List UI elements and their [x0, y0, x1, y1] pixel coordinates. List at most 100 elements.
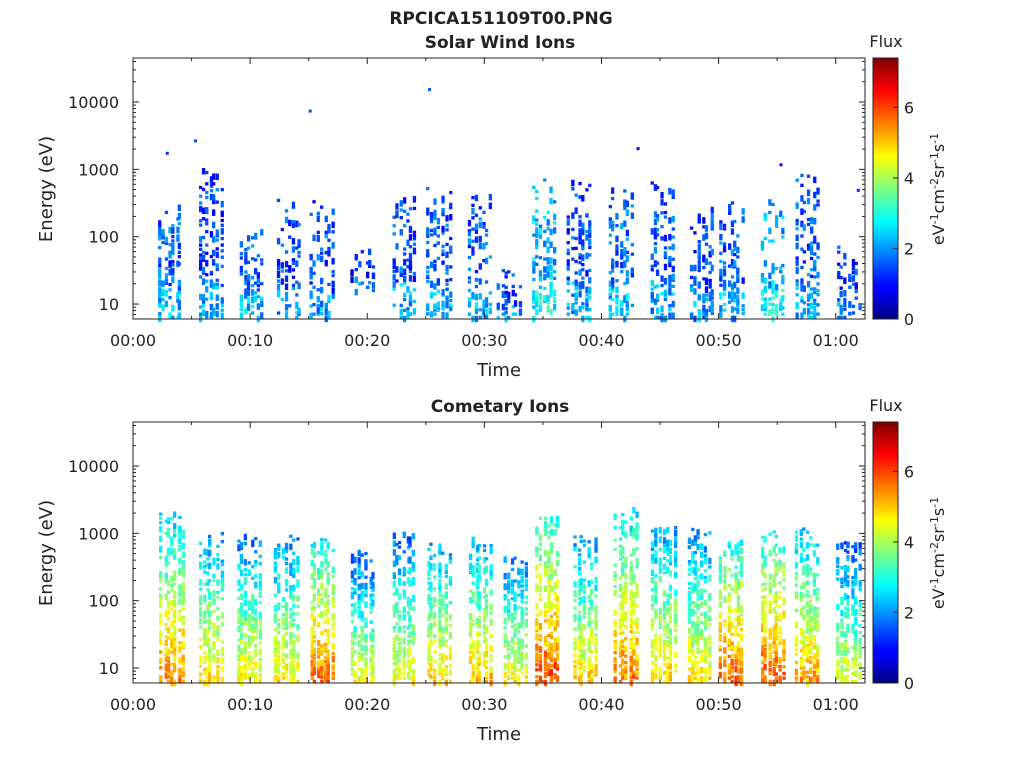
heatmap-cell: [653, 285, 658, 289]
heatmap-cell: [848, 311, 852, 315]
heatmap-cell: [608, 271, 612, 275]
heatmap-cell: [433, 209, 437, 217]
heatmap-cell: [582, 590, 587, 595]
heatmap-cell: [703, 557, 707, 565]
heatmap-cell: [310, 626, 314, 633]
heatmap-cell: [444, 655, 448, 659]
heatmap-cell: [693, 601, 697, 608]
heatmap-cell: [553, 582, 557, 589]
heatmap-cell: [317, 551, 321, 555]
heatmap-cell: [809, 621, 813, 625]
heatmap-cell: [846, 555, 850, 559]
heatmap-cell: [774, 622, 778, 626]
heatmap-cell: [578, 614, 582, 622]
heatmap-cell: [813, 305, 817, 313]
heatmap-cell: [371, 649, 375, 656]
heatmap-cell: [543, 619, 548, 623]
heatmap-cell: [397, 582, 402, 586]
heatmap-cell: [719, 283, 723, 287]
heatmap-cell: [177, 262, 181, 266]
heatmap-cell: [477, 643, 481, 647]
heatmap-cell: [524, 675, 528, 679]
solar-wind-colorbar-unit: eV-1cm-2sr-1s-1: [928, 133, 948, 245]
heatmap-cell: [399, 308, 403, 316]
heatmap-cell: [693, 583, 697, 590]
heatmap-cell: [476, 583, 480, 590]
heatmap-cell: [199, 253, 203, 257]
heatmap-cell: [484, 233, 489, 237]
heatmap-cell: [411, 568, 415, 572]
heatmap-cell: [395, 660, 399, 668]
heatmap-cell: [427, 597, 431, 604]
heatmap-cell: [331, 612, 335, 620]
heatmap-cell: [571, 302, 575, 310]
heatmap-cell: [532, 305, 536, 309]
heatmap-cell: [851, 657, 855, 665]
heatmap-cell: [448, 664, 453, 668]
heatmap-cell: [177, 303, 181, 311]
heatmap-cell: [170, 670, 174, 677]
heatmap-cell: [708, 594, 712, 601]
heatmap-cell: [507, 315, 511, 319]
heatmap-cell: [520, 642, 524, 650]
heatmap-cell: [433, 650, 437, 654]
heatmap-cell: [392, 668, 396, 675]
heatmap-cell: [611, 277, 615, 284]
heatmap-cell: [277, 640, 281, 647]
heatmap-cell: [625, 200, 629, 208]
heatmap-cell: [247, 635, 251, 642]
heatmap-cell: [585, 303, 589, 311]
heatmap-cell: [581, 268, 585, 272]
heatmap-cell: [199, 672, 203, 676]
heatmap-cell: [799, 541, 803, 549]
heatmap-cell: [203, 637, 207, 645]
heatmap-cell: [476, 646, 480, 650]
heatmap-cell: [408, 225, 413, 233]
heatmap-cell: [297, 239, 301, 246]
heatmap-cell: [549, 308, 553, 316]
heatmap-cell: [813, 235, 817, 243]
heatmap-cell: [168, 296, 172, 300]
heatmap-cell: [326, 638, 330, 645]
heatmap-cell: [436, 234, 440, 238]
heatmap-cell: [208, 543, 212, 547]
heatmap-cell: [538, 270, 543, 277]
heatmap-cell: [484, 242, 489, 246]
heatmap-cell: [662, 612, 667, 620]
heatmap-cell: [549, 601, 554, 608]
heatmap-cell: [489, 547, 493, 555]
heatmap-cell: [806, 280, 811, 288]
heatmap-cell: [289, 607, 293, 611]
heatmap-cell: [578, 305, 582, 313]
heatmap-cell: [772, 546, 776, 554]
heatmap-cell: [624, 625, 628, 629]
heatmap-cell: [408, 299, 413, 307]
heatmap-cell: [247, 638, 251, 646]
heatmap-cell: [778, 626, 782, 633]
heatmap-cell: [482, 222, 486, 226]
heatmap-cell: [369, 597, 373, 602]
heatmap-cell: [809, 660, 813, 664]
heatmap-cell: [587, 607, 591, 611]
heatmap-cell: [594, 556, 598, 564]
heatmap-cell: [247, 617, 251, 622]
heatmap-cell: [438, 579, 442, 586]
heatmap-cell: [761, 546, 765, 554]
heatmap-cell: [310, 648, 314, 656]
heatmap-cell: [629, 655, 633, 662]
heatmap-cell: [277, 573, 281, 580]
heatmap-cell: [806, 307, 811, 315]
heatmap-cell: [178, 584, 182, 591]
heatmap-cell: [668, 671, 673, 675]
heatmap-cell: [629, 617, 633, 625]
heatmap-cell: [806, 189, 811, 197]
heatmap-cell: [215, 188, 219, 192]
heatmap-cell: [520, 617, 524, 624]
heatmap-cell: [220, 297, 224, 304]
heatmap-cell: [535, 663, 539, 667]
heatmap-cell: [594, 576, 598, 584]
heatmap-cell: [588, 226, 592, 234]
heatmap-cell: [775, 284, 779, 291]
heatmap-cell: [579, 654, 583, 661]
heatmap-cell: [666, 552, 670, 556]
